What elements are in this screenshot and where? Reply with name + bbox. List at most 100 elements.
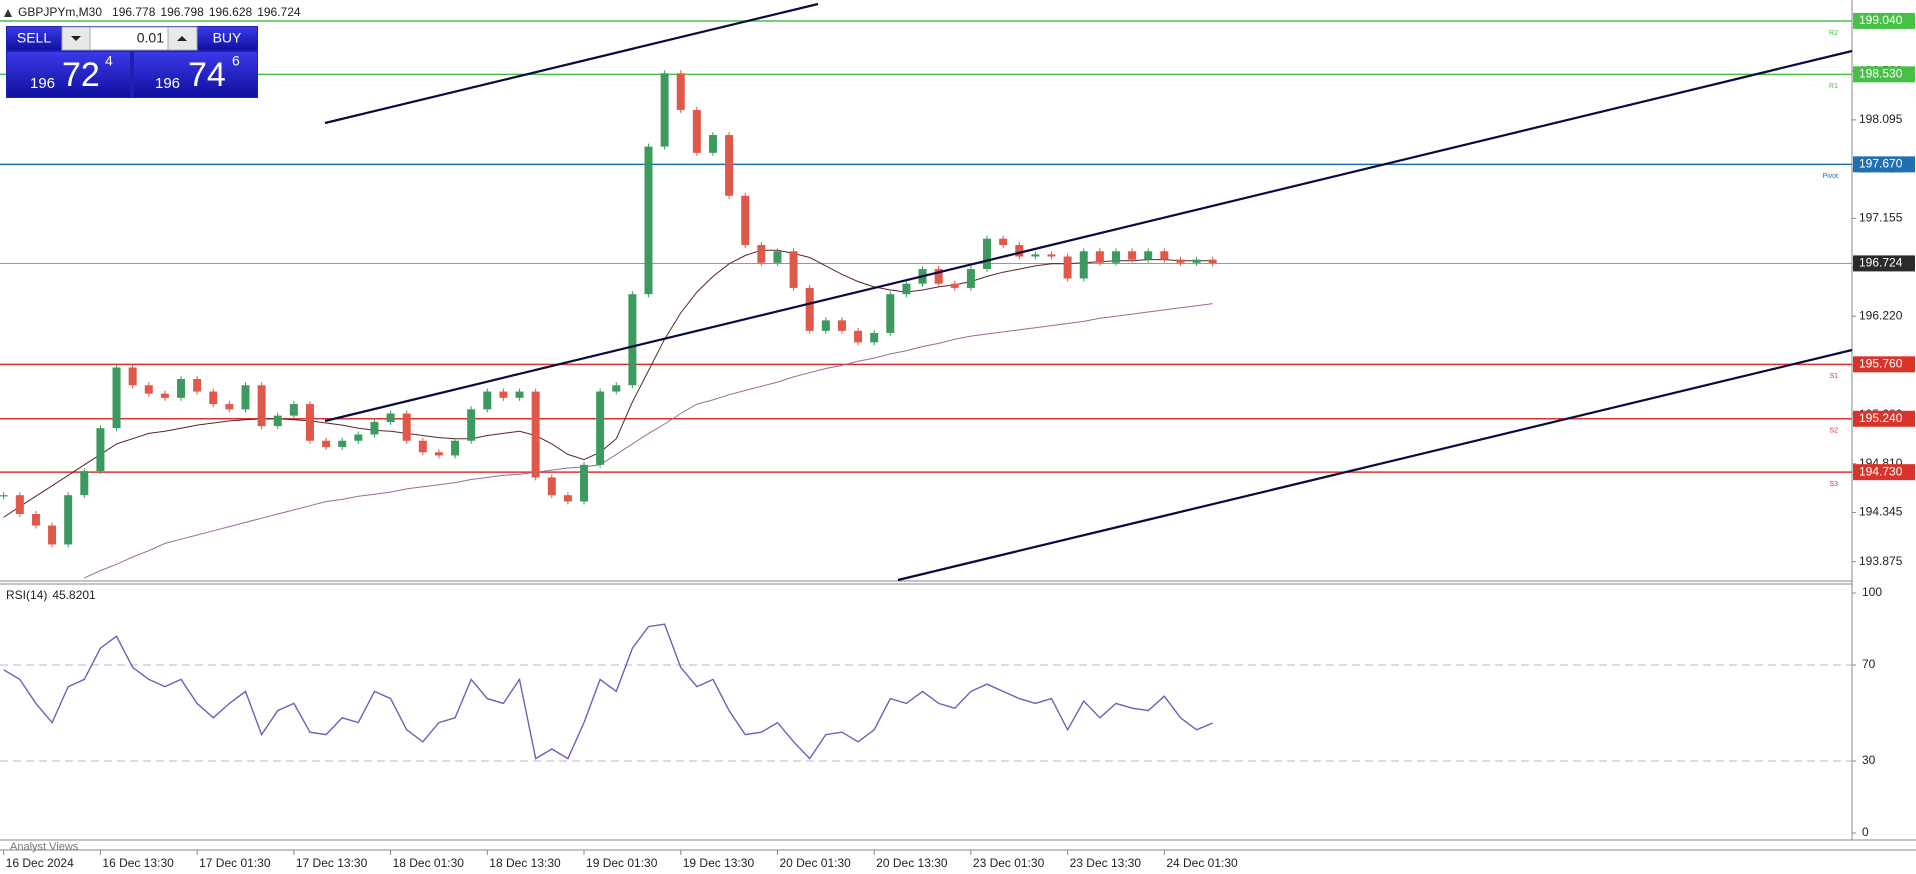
y-tick-label: 194.345 [1859,505,1903,519]
candle [1192,259,1201,263]
candle [999,238,1008,245]
rsi-header: RSI(14) 45.8201 [6,588,96,602]
candle [1047,254,1056,257]
candle [467,409,476,441]
price-box [1853,12,1915,29]
ask-main: 74 [188,56,226,94]
candle [1111,251,1120,263]
candle [112,367,121,429]
candle [370,421,379,435]
candle [1031,254,1040,257]
candle [1015,244,1024,257]
candle [1079,251,1088,279]
candle [193,378,202,392]
rsi-line [3,623,1213,760]
trendline [324,2,819,125]
sell-button[interactable] [7,27,61,50]
price-box-label: 199.040 [1859,13,1903,27]
candle [160,393,169,398]
lot-value[interactable]: 0.01 [137,30,164,46]
y-tick-label: 193.875 [1859,554,1903,568]
candle [322,440,331,448]
candle [1208,259,1217,264]
open: 196.778 [112,5,156,19]
candle [483,391,492,410]
candle [837,320,846,331]
candle [805,287,814,331]
y-tick-label: 196.220 [1859,308,1903,322]
trendlines [324,2,1853,582]
trade-panel: SELL 0.01 BUY 196 72 4 196 74 6 [6,26,258,98]
ask-big: 196 [155,75,180,92]
candle [209,391,218,405]
x-tick-label: 24 Dec 01:30 [1166,856,1238,870]
buy-button[interactable] [198,27,257,50]
candle [1063,256,1072,279]
high: 196.798 [160,5,204,19]
rsi-tick-label: 100 [1862,585,1882,599]
candle [1095,251,1104,263]
candle [48,525,57,545]
trendline [324,49,1853,423]
collapse-icon[interactable] [4,9,12,17]
x-tick-label: 16 Dec 13:30 [102,856,174,870]
price-box [1853,356,1915,373]
candle [434,452,443,456]
candle [1128,251,1137,260]
x-tick-label: 17 Dec 01:30 [199,856,271,870]
candle [725,135,734,196]
analyst-tab[interactable]: Analyst Views [10,841,79,853]
x-tick-label: 18 Dec 01:30 [393,856,465,870]
candle [289,404,298,416]
candle [628,294,637,386]
candle [144,385,153,394]
bid-main: 72 [62,56,100,94]
price-box [1853,156,1915,173]
y-tick-label: 197.155 [1859,210,1903,224]
price-box [1853,410,1915,427]
candle [886,294,895,333]
candle [1160,251,1169,260]
x-tick-label: 19 Dec 01:30 [586,856,658,870]
rsi-tick-label: 0 [1862,825,1869,839]
candle [354,434,363,441]
candle [773,251,782,263]
buy-label[interactable]: BUY [213,30,242,46]
candle [821,320,830,331]
candle [257,385,266,427]
candle [418,440,427,453]
level-name: S1 [1829,373,1838,380]
sell-label[interactable]: SELL [17,30,51,46]
current-price-label: 196.724 [1859,256,1903,270]
candle [692,109,701,153]
candle [676,73,685,110]
candle [531,391,540,478]
candle [854,330,863,343]
level-name: Pivot [1822,173,1838,180]
candle [547,477,556,496]
candle [177,378,186,398]
rsi-tick-label: 30 [1862,753,1876,767]
rsi-last: 45.8201 [52,588,96,602]
x-tick-label: 20 Dec 01:30 [779,856,851,870]
price-box [1853,464,1915,481]
bid-small: 4 [105,53,113,69]
rsi-tick-label: 70 [1862,657,1876,671]
bid-box[interactable] [7,52,130,97]
candle [128,367,137,386]
x-tick-label: 16 Dec 2024 [6,856,74,870]
ask-box[interactable] [134,52,257,97]
price-box-label: 195.760 [1859,357,1903,371]
candle [580,464,589,502]
candle [644,146,653,295]
candle [660,73,669,147]
candle [596,391,605,465]
candle [15,495,24,515]
y-tick-label: 198.095 [1859,112,1903,126]
level-name: R1 [1829,83,1838,90]
price-box-label: 194.730 [1859,464,1903,478]
candle [80,471,89,496]
candle [515,391,524,398]
